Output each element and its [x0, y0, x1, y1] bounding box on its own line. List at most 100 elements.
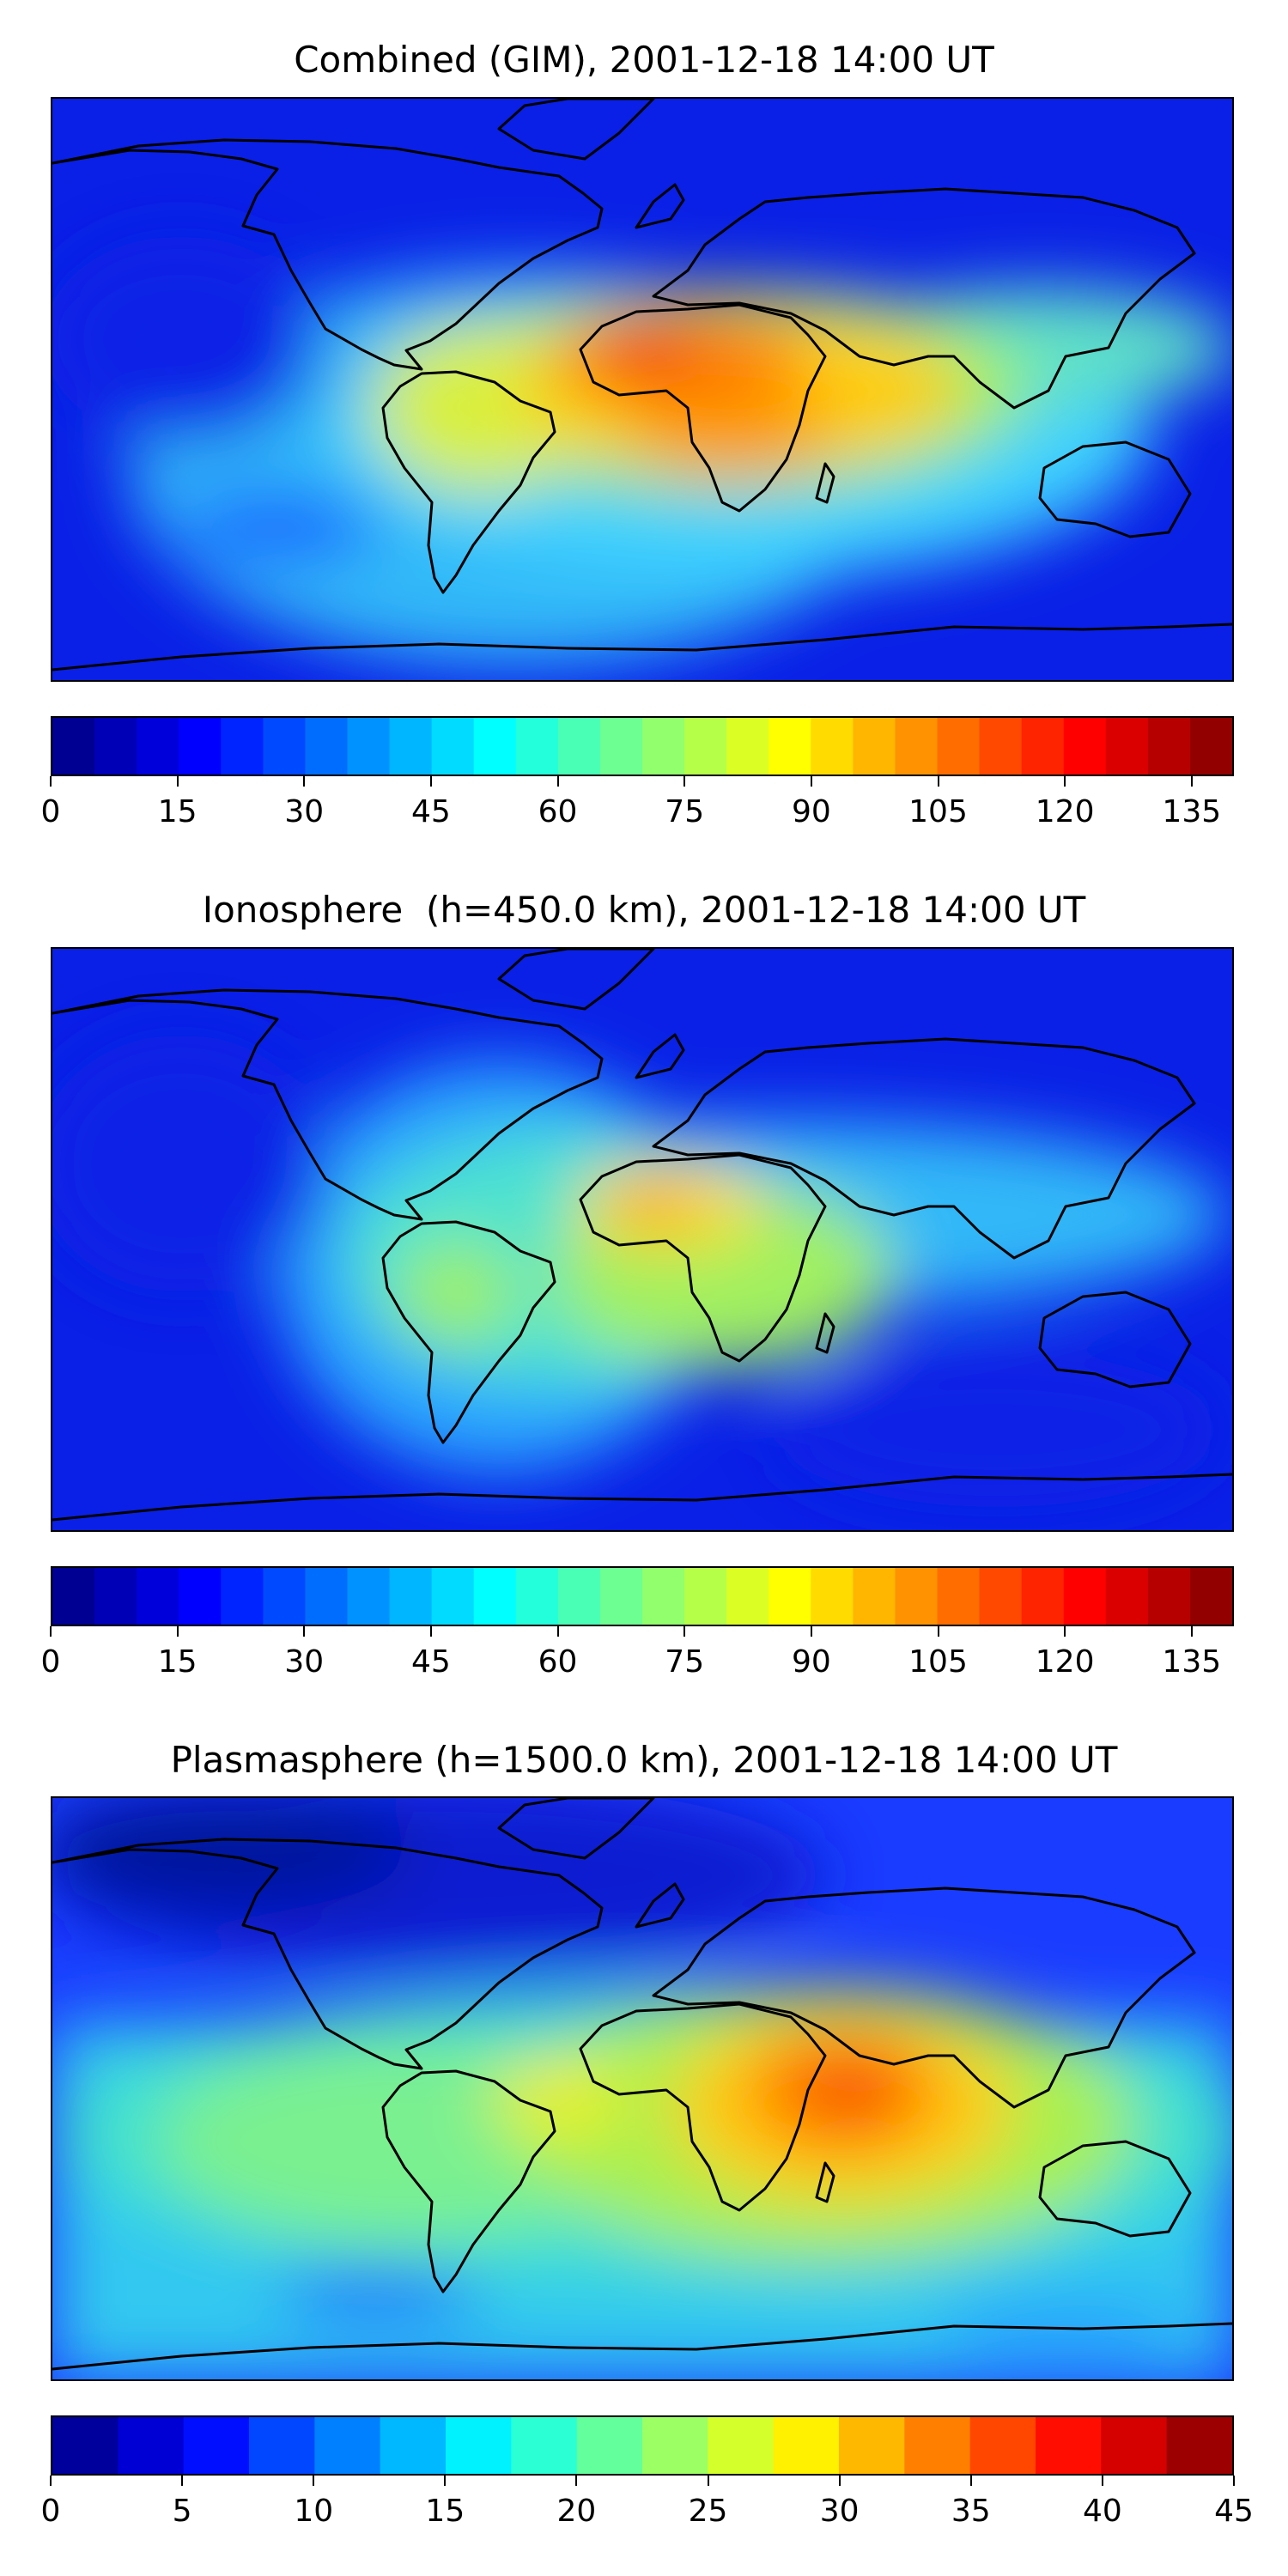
colorbar-level: [642, 1568, 685, 1625]
panel-title: Combined (GIM), 2001-12-18 14:00 UT: [294, 39, 994, 81]
colorbar-tick-label: 0: [40, 1644, 61, 1680]
colorbar-level: [642, 718, 685, 775]
map-plot: [52, 1798, 1232, 2379]
colorbar-tick-label: 90: [791, 794, 831, 829]
colorbar-level: [389, 718, 433, 775]
colorbar-tick-label: 15: [425, 2494, 465, 2529]
colorbar-level: [853, 1568, 896, 1625]
colorbar-tick-label: 15: [157, 1644, 197, 1680]
colorbar-level: [314, 2417, 381, 2474]
map-plot: [52, 99, 1232, 680]
colorbar-level: [937, 1568, 981, 1625]
colorbar-tick: [683, 1626, 686, 1637]
colorbar-tick: [50, 2476, 52, 2486]
colorbar-tick: [1064, 776, 1066, 787]
colorbar-level: [969, 2417, 1036, 2474]
colorbar-level: [249, 2417, 315, 2474]
colorbar-level: [1166, 2417, 1232, 2474]
colorbar-tick: [1064, 1626, 1066, 1637]
colorbar-level: [347, 1568, 391, 1625]
colorbar-level: [431, 718, 475, 775]
colorbar-level: [557, 1568, 601, 1625]
colorbar-tick-label: 105: [908, 794, 968, 829]
colorbar: [51, 716, 1234, 776]
colorbar-tick-label: 35: [951, 2494, 991, 2529]
colorbar-level: [52, 1568, 95, 1625]
colorbar-tick-label: 75: [665, 1644, 705, 1680]
colorbar-tick-label: 30: [284, 1644, 325, 1680]
colorbar-level: [380, 2417, 447, 2474]
colorbar-level: [94, 718, 137, 775]
colorbar-level: [1189, 1568, 1232, 1625]
colorbar-tick-label: 120: [1035, 1644, 1095, 1680]
colorbar-tick: [176, 1626, 179, 1637]
colorbar-swatches: [52, 2417, 1232, 2474]
colorbar-level: [895, 718, 939, 775]
colorbar-level: [179, 718, 222, 775]
colorbar-level: [137, 1568, 179, 1625]
colorbar-tick-label: 90: [791, 1644, 831, 1680]
colorbar-level: [853, 718, 896, 775]
colorbar-tick: [429, 1626, 432, 1637]
colorbar-level: [263, 1568, 307, 1625]
colorbar-tick-label: 30: [819, 2494, 860, 2529]
colorbar-tick: [444, 2476, 447, 2486]
colorbar-tick-label: 0: [40, 2494, 61, 2529]
colorbar-level: [1147, 1568, 1191, 1625]
colorbar-level: [811, 1568, 854, 1625]
colorbar-level: [937, 718, 981, 775]
colorbar-tick: [707, 2476, 709, 2486]
map-plot: [52, 949, 1232, 1530]
panel-title: Plasmasphere (h=1500.0 km), 2001-12-18 1…: [170, 1739, 1118, 1781]
colorbar-tick: [176, 776, 179, 787]
colorbar-level: [979, 718, 1023, 775]
colorbar-level: [389, 1568, 433, 1625]
colorbar-tick-label: 40: [1082, 2494, 1122, 2529]
colorbar-level: [769, 718, 811, 775]
colorbar-level: [511, 2417, 578, 2474]
colorbar-level: [1063, 1568, 1107, 1625]
colorbar-tick-label: 25: [688, 2494, 728, 2529]
colorbar-tick: [937, 776, 939, 787]
colorbar-tick-label: 10: [294, 2494, 334, 2529]
colorbar-level: [221, 1568, 264, 1625]
map-ionosphere: [51, 947, 1234, 1532]
colorbar-level: [52, 718, 95, 775]
colorbar-tick: [810, 776, 812, 787]
colorbar-tick: [575, 2476, 578, 2486]
colorbar-tick: [313, 2476, 315, 2486]
colorbar-tick-label: 75: [665, 794, 705, 829]
colorbar-level: [305, 718, 349, 775]
colorbar-level: [726, 1568, 769, 1625]
colorbar: [51, 2415, 1234, 2476]
colorbar-level: [599, 1568, 643, 1625]
colorbar-level: [1189, 718, 1232, 775]
colorbar-level: [811, 718, 854, 775]
colorbar-level: [1036, 2417, 1102, 2474]
colorbar-tick: [969, 2476, 972, 2486]
colorbar-tick-label: 60: [538, 1644, 578, 1680]
colorbar-level: [773, 2417, 840, 2474]
colorbar-tick: [683, 776, 686, 787]
colorbar-tick-label: 20: [556, 2494, 597, 2529]
colorbar-level: [305, 1568, 349, 1625]
colorbar-tick: [50, 776, 52, 787]
colorbar-tick: [1190, 1626, 1193, 1637]
colorbar-level: [515, 718, 559, 775]
colorbar-tick: [429, 776, 432, 787]
colorbar-level: [1105, 1568, 1149, 1625]
colorbar-tick-label: 45: [411, 794, 451, 829]
colorbar-level: [769, 1568, 811, 1625]
colorbar-level: [576, 2417, 643, 2474]
colorbar-tick: [838, 2476, 841, 2486]
colorbar-level: [1105, 718, 1149, 775]
colorbar-tick: [1101, 2476, 1103, 2486]
panel-title: Ionosphere (h=450.0 km), 2001-12-18 14:0…: [202, 889, 1086, 931]
colorbar-level: [1021, 718, 1065, 775]
colorbar-level: [557, 718, 601, 775]
colorbar-ticks: 0 5 10 15 20 25 30 35 40 45: [41, 2476, 1254, 2529]
colorbar-tick: [556, 1626, 559, 1637]
colorbar-tick-label: 30: [284, 794, 325, 829]
colorbar-level: [1021, 1568, 1065, 1625]
colorbar-level: [1063, 718, 1107, 775]
